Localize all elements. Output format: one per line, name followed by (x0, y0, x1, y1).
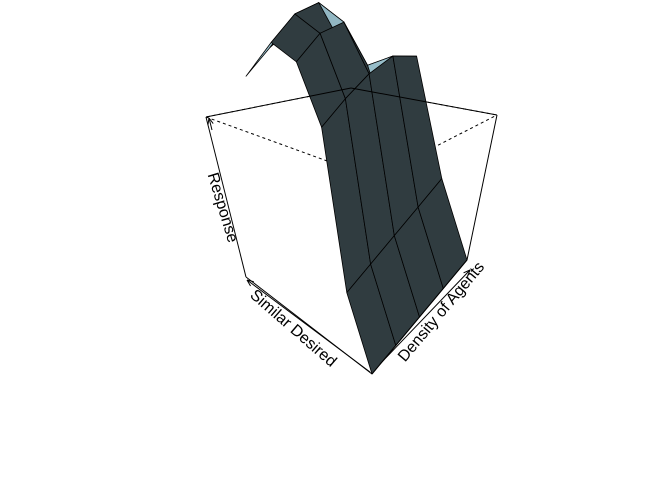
y-axis-arrow-head (246, 279, 254, 283)
box-edge (205, 87, 352, 118)
box-edge (371, 259, 468, 375)
box-edge (350, 87, 498, 116)
box-edge (205, 116, 247, 278)
x-axis-arrow-head (463, 269, 471, 274)
z-axis-label: Response (204, 171, 241, 245)
y-axis-arrow (246, 279, 371, 373)
y-axis-label: Similar Desired (246, 287, 339, 371)
z-axis-arrow-head (207, 117, 210, 125)
box-front-edges (205, 87, 498, 375)
box-edge (373, 114, 498, 179)
surface-mesh (245, 2, 468, 375)
x-axis-arrow-head (467, 269, 471, 277)
y-axis-arrow-head (246, 279, 251, 287)
z-axis-arrow (208, 117, 213, 131)
x-axis-arrow (379, 269, 471, 365)
box-edge (466, 114, 498, 261)
z-axis-arrow-head (208, 117, 214, 124)
